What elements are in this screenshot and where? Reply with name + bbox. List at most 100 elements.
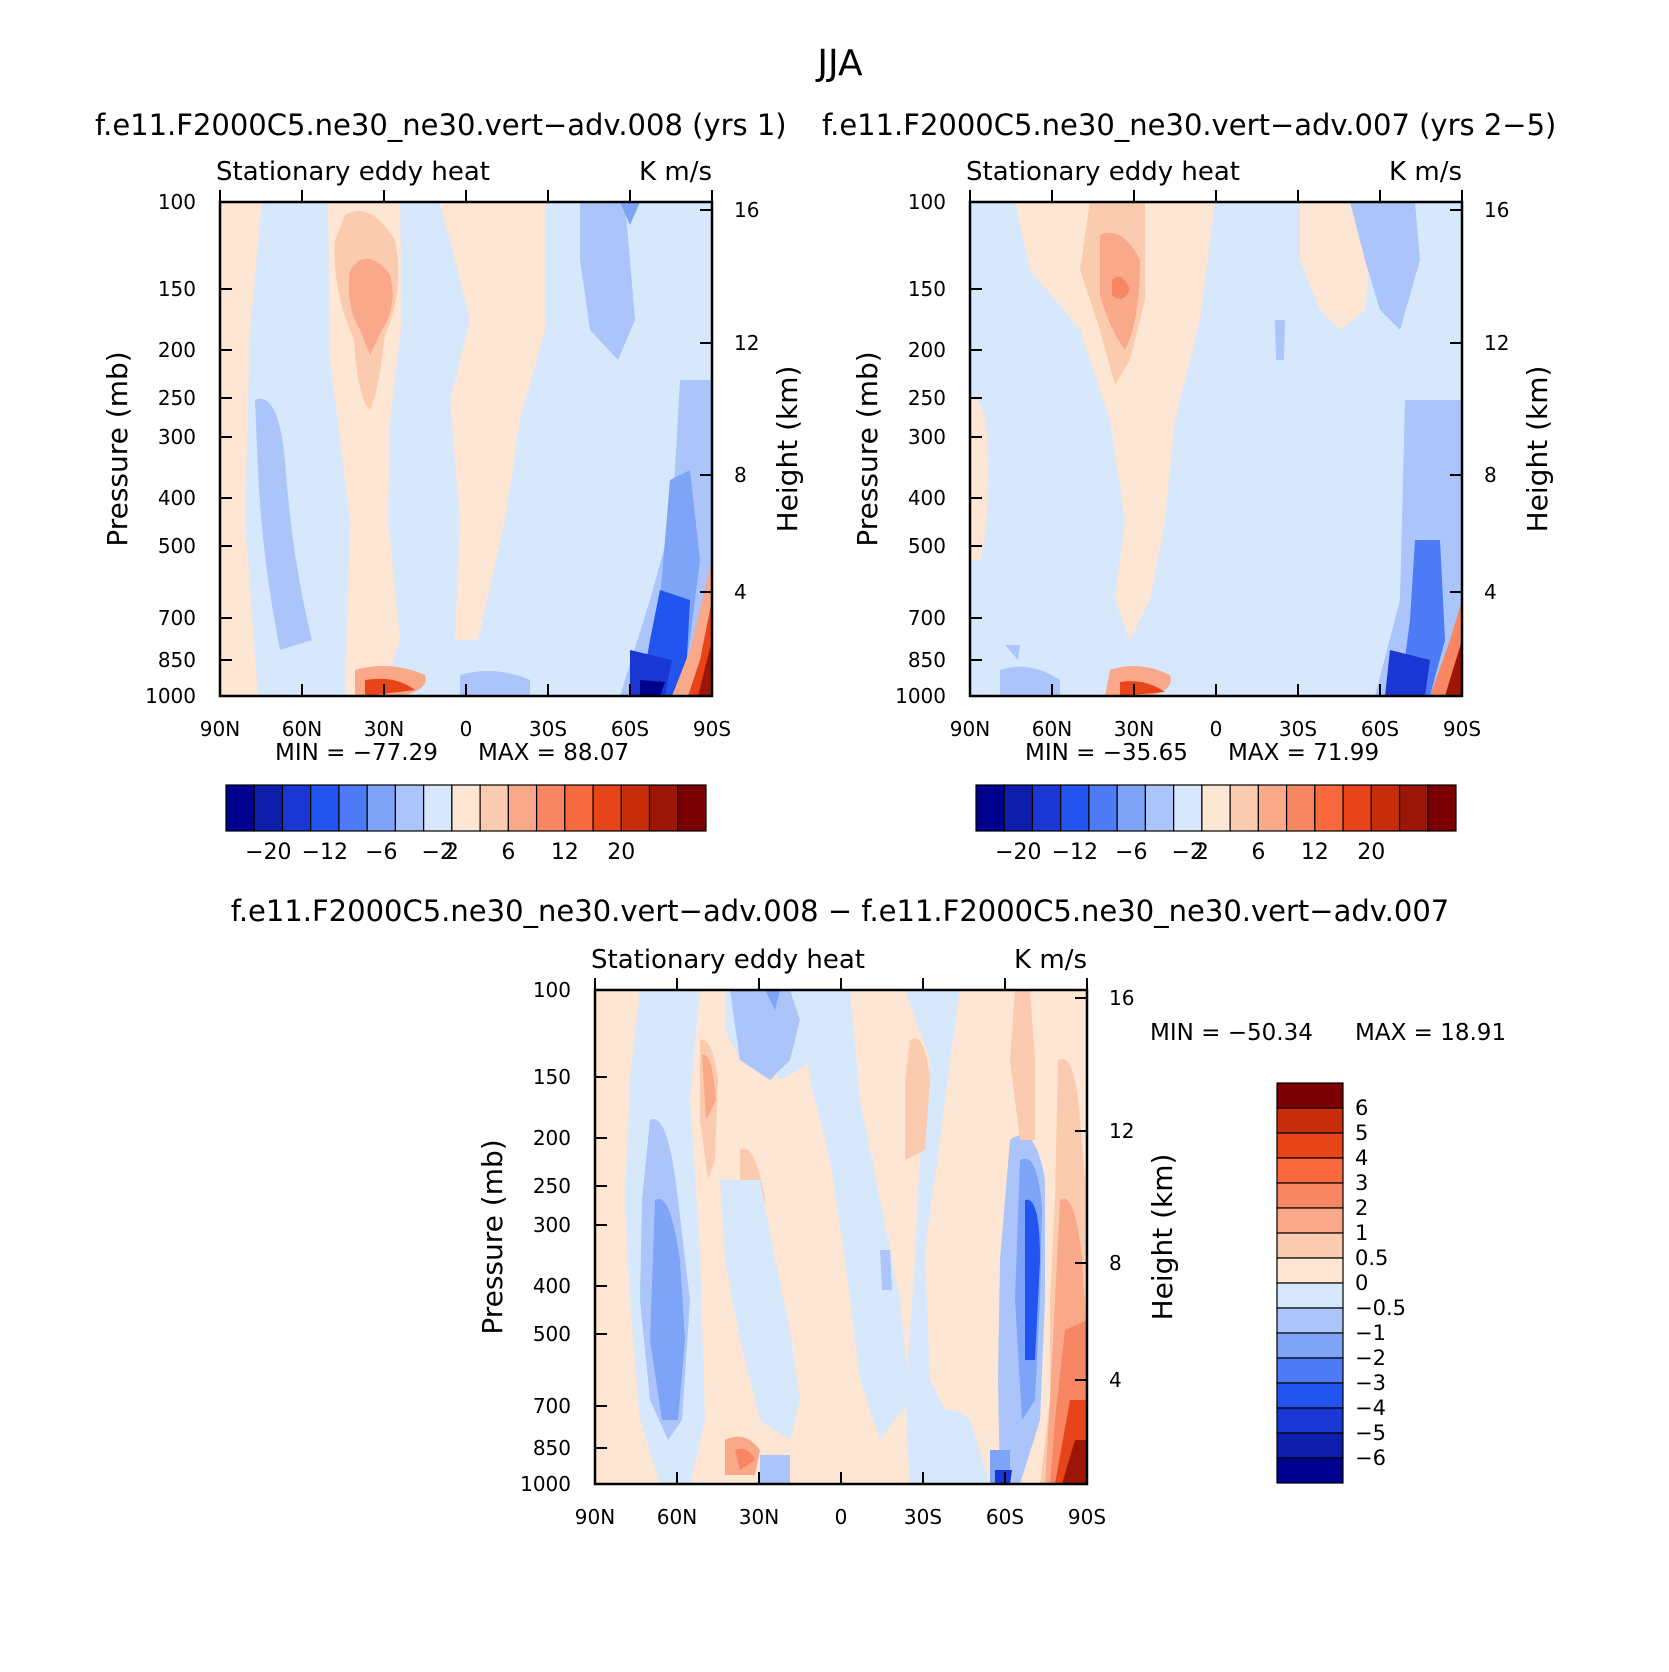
colorbar-label: −2 [1355,1346,1386,1370]
colorbar-swatch [1276,1407,1344,1434]
y-right-tick-label: 4 [1109,1368,1122,1392]
x-tick-label: 90S [1443,717,1481,741]
colorbar-swatch [535,784,566,832]
colorbar-swatch [1276,1157,1344,1184]
colorbar-swatch [1276,1132,1344,1159]
colorbar-label: 20 [607,840,635,865]
colorbar-label: −2 [1172,840,1204,865]
y-right-tick-label: 16 [1109,986,1134,1010]
max-value: MAX = 88.07 [478,740,629,766]
x-tick-labels: 90N 60N 30N 0 30S 60S 90S [200,717,731,741]
y-right-tick-label: 16 [734,198,759,222]
colorbar-swatch [1276,1432,1344,1459]
y-tick-label: 300 [158,425,196,449]
colorbar-swatch [507,784,538,832]
contour-field [595,990,1087,1484]
y-tick-label: 500 [533,1322,571,1346]
x-tick-label: 30N [1114,717,1154,741]
colorbar-label: −6 [365,840,397,865]
x-tick-labels: 90N 60N 30N 0 30S 60S 90S [575,1505,1106,1529]
colorbar-label: 12 [1301,840,1329,865]
y-tick-label: 400 [908,486,946,510]
colorbar-label: −2 [422,840,454,865]
units-label: K m/s [639,157,712,187]
colorbar-swatch [1201,784,1231,832]
x-tick-label: 90N [950,717,990,741]
y-tick-label: 150 [533,1065,571,1089]
y-tick-label: 200 [908,338,946,362]
axis-ticks [969,190,1463,697]
contour-field [220,202,712,696]
y-right-tick-labels: 16 12 8 4 [1484,198,1509,604]
y-right-tick-label: 8 [1109,1251,1122,1275]
colorbar-label: −6 [1115,840,1147,865]
panel-top-left: f.e11.F2000C5.ne30_ne30.vert−adv.008 (yr… [95,108,804,865]
colorbar-swatch [253,784,284,832]
colorbar-swatch [648,784,679,832]
max-value: MAX = 71.99 [1228,740,1379,766]
colorbar-label: −12 [302,840,348,865]
y-right-tick-label: 4 [1484,580,1497,604]
y-tick-label: 300 [908,425,946,449]
x-tick-label: 90S [693,717,731,741]
y-right-tick-label: 8 [734,463,747,487]
colorbar-swatch [1276,1357,1344,1384]
colorbar-swatch [1276,1307,1344,1334]
colorbar-swatch [1276,1207,1344,1234]
colorbar-swatch [366,784,397,832]
panel-title: f.e11.F2000C5.ne30_ne30.vert−adv.007 (yr… [822,108,1556,142]
y-tick-label: 850 [908,648,946,672]
colorbar-label: 6 [1355,1096,1368,1120]
colorbar-swatch [1003,784,1034,832]
colorbar-swatch [1276,1457,1344,1484]
y-axis-label: Pressure (mb) [101,351,134,546]
colorbar-swatch [1276,1182,1344,1209]
x-tick-label: 60S [611,717,649,741]
figure-title: JJA [815,43,863,84]
x-tick-label: 30S [529,717,567,741]
colorbar-label: 3 [1355,1171,1368,1195]
field-name-label: Stationary eddy heat [591,945,865,975]
colorbar-swatch [1276,1082,1344,1109]
colorbar-swatch [1031,784,1062,832]
y-right-tick-labels: 16 12 8 4 [1109,986,1134,1392]
colorbar-swatch [1276,1107,1344,1134]
y-axis-label: Pressure (mb) [476,1139,509,1334]
colorbar-label: 2 [1355,1196,1368,1220]
colorbar-swatch [451,784,481,832]
y-right-axis-label: Height (km) [771,366,804,533]
y-tick-label: 300 [533,1213,571,1237]
colorbar-swatch [1342,784,1372,832]
colorbar-swatch [1060,784,1090,832]
y-tick-label: 850 [533,1436,571,1460]
contour-field [970,202,1462,696]
units-label: K m/s [1389,157,1462,187]
y-tick-label: 850 [158,648,196,672]
colorbar-label: −20 [995,840,1041,865]
colorbar-label: 0 [1355,1271,1368,1295]
y-tick-label: 400 [158,486,196,510]
y-tick-label: 250 [158,386,196,410]
y-tick-label: 150 [908,277,946,301]
x-tick-label: 90N [200,717,240,741]
y-tick-label: 200 [533,1126,571,1150]
panel-title: f.e11.F2000C5.ne30_ne30.vert−adv.008 − f… [231,894,1450,928]
colorbar-swatch [1116,784,1147,832]
colorbar-label: 20 [1357,840,1385,865]
colorbar-swatch [1285,784,1316,832]
colorbar-label: 6 [1251,840,1265,865]
y-right-tick-label: 16 [1484,198,1509,222]
colorbar-swatch [975,784,1005,832]
colorbar-label: 2 [1195,840,1209,865]
y-tick-label: 500 [158,534,196,558]
y-tick-labels: 100 150 200 250 300 400 500 700 850 1000 [520,978,571,1496]
colorbar-swatch [1427,784,1457,832]
x-tick-label: 60S [1361,717,1399,741]
y-tick-label: 1000 [895,684,946,708]
colorbar-label: −5 [1355,1421,1386,1445]
axis-ticks [594,978,1088,1485]
colorbar-label: 0.5 [1355,1246,1388,1270]
colorbar-swatch [592,784,622,832]
